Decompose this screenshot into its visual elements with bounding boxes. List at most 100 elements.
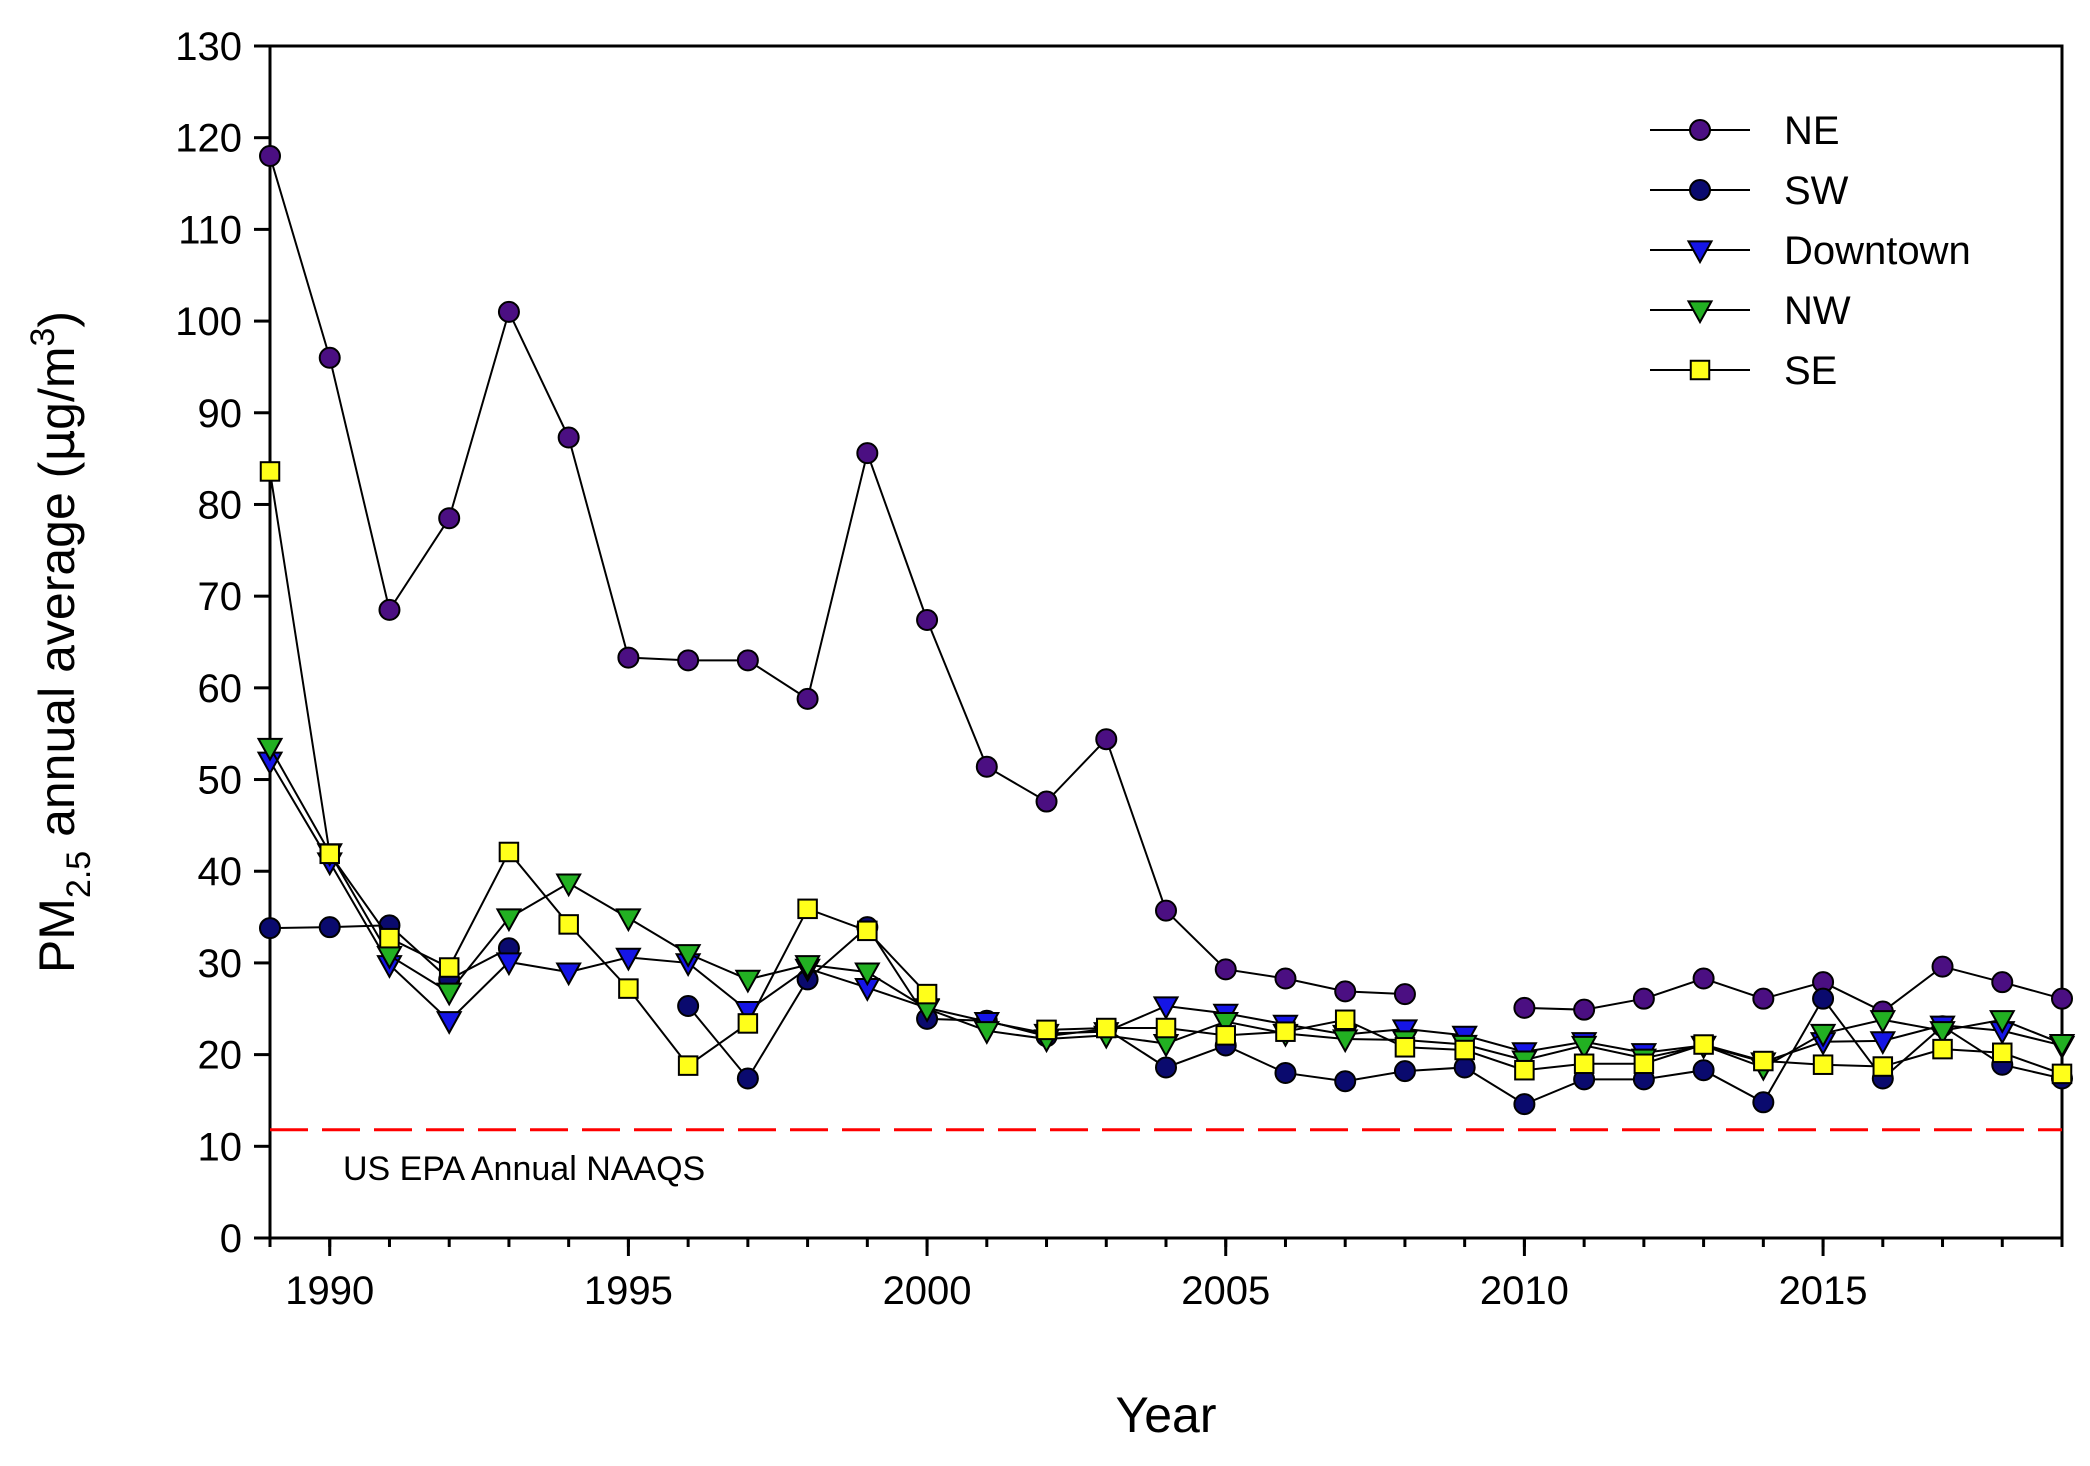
- data-point-ne: [796, 687, 819, 710]
- data-point-se: [1992, 1042, 2013, 1064]
- x-axis: 1990 1995 2000 2005 2010 2015: [268, 1238, 2064, 1313]
- data-point-ne: [677, 649, 700, 672]
- series-line-ne: [1524, 965, 2063, 1013]
- data-point-se: [1872, 1056, 1894, 1077]
- data-point-sw: [736, 1067, 759, 1090]
- data-point-se: [1454, 1039, 1475, 1061]
- data-point-se: [1275, 1021, 1296, 1042]
- data-point-ne: [1393, 983, 1416, 1006]
- data-point-se: [1155, 1017, 1177, 1039]
- data-point-ne: [1035, 790, 1058, 813]
- data-point-ne: [259, 145, 281, 168]
- y-title-text: annual average (: [29, 461, 85, 851]
- data-point-downtown: [555, 962, 582, 987]
- data-point-se: [618, 978, 639, 999]
- series-line-ne: [269, 155, 1405, 996]
- data-point-se: [1096, 1017, 1117, 1039]
- data-point-ne: [1752, 987, 1775, 1010]
- naaqs-label: US EPA Annual NAAQS: [343, 1150, 705, 1188]
- legend: NE SW Downtown NW SE: [1650, 109, 1971, 393]
- data-point-ne: [1931, 955, 1954, 978]
- data-point-nw: [973, 1021, 1000, 1045]
- data-point-ne: [2051, 987, 2073, 1010]
- series-line-sw: [687, 925, 2063, 1106]
- data-point-downtown: [495, 952, 523, 977]
- data-point-ne: [1692, 967, 1715, 990]
- data-point-downtown: [1152, 996, 1180, 1021]
- x-tick-label: 1990: [285, 1269, 374, 1313]
- data-point-se: [1633, 1053, 1655, 1075]
- y-tick-label: 10: [198, 1125, 243, 1169]
- series-ne: [259, 145, 2073, 1023]
- data-point-se: [498, 841, 520, 863]
- y-axis: 0 10 20 30 40 50 60 70 80 90 100 110 120 130: [175, 25, 270, 1261]
- data-point-se: [1753, 1050, 1774, 1072]
- data-point-se: [857, 920, 878, 942]
- data-point-se: [1514, 1059, 1535, 1081]
- data-point-ne: [497, 300, 520, 323]
- data-point-downtown: [436, 1011, 463, 1035]
- series-line-se: [269, 471, 928, 1067]
- data-point-ne: [1214, 958, 1237, 981]
- data-point-downtown: [1869, 1031, 1896, 1055]
- data-point-se: [1932, 1038, 1953, 1060]
- y-tick-label: 80: [198, 483, 243, 527]
- data-point-se: [1215, 1025, 1236, 1046]
- data-point-ne: [1334, 980, 1357, 1003]
- data-point-se: [1036, 1019, 1057, 1041]
- data-point-se: [259, 461, 281, 482]
- data-point-nw: [674, 944, 702, 968]
- y-title-pm: PM: [29, 898, 85, 973]
- legend-label: SE: [1784, 349, 1837, 393]
- data-point-se: [319, 843, 340, 865]
- data-point-nw: [436, 982, 463, 1007]
- data-point-sw: [1513, 1093, 1536, 1116]
- data-point-nw: [1989, 1010, 2016, 1034]
- data-point-ne: [438, 507, 461, 530]
- legend-item-downtown: Downtown: [1650, 229, 1971, 273]
- y-tick-label: 50: [198, 759, 243, 803]
- data-point-se: [797, 898, 818, 920]
- data-point-nw: [1570, 1035, 1598, 1060]
- data-point-se: [379, 927, 400, 949]
- data-point-sw: [318, 916, 341, 939]
- series-layer: [256, 145, 2076, 1116]
- data-point-se: [438, 957, 460, 978]
- data-point-nw: [2048, 1033, 2076, 1058]
- y-title-mu: μ: [28, 430, 86, 462]
- legend-marker-se: [1689, 359, 1711, 381]
- data-point-se: [677, 1055, 699, 1076]
- y-tick-label: 60: [198, 667, 243, 711]
- data-point-nw: [794, 955, 821, 979]
- legend-marker-sw: [1689, 179, 1711, 201]
- data-point-nw: [854, 962, 881, 987]
- data-point-ne: [318, 346, 341, 369]
- data-point-se: [1693, 1034, 1714, 1055]
- data-point-nw: [256, 737, 284, 762]
- data-point-ne: [1513, 996, 1536, 1019]
- legend-item-nw: NW: [1650, 289, 1851, 333]
- legend-item-ne: NE: [1650, 109, 1840, 153]
- y-tick-label: 20: [198, 1034, 243, 1078]
- data-point-se: [1812, 1054, 1834, 1075]
- data-point-sw: [1752, 1091, 1775, 1114]
- y-title-subscript: 2.5: [60, 851, 98, 898]
- data-point-se: [2051, 1063, 2073, 1085]
- y-tick-label: 30: [198, 942, 243, 986]
- data-point-downtown: [615, 947, 642, 972]
- x-tick-label: 1995: [584, 1269, 673, 1313]
- legend-marker-ne: [1689, 119, 1711, 141]
- data-point-se: [1573, 1053, 1595, 1075]
- data-point-sw: [1692, 1059, 1715, 1082]
- data-point-nw: [1869, 1010, 1896, 1034]
- data-point-sw: [1393, 1060, 1416, 1083]
- data-point-se: [1394, 1037, 1416, 1058]
- x-tick-label: 2010: [1480, 1269, 1569, 1313]
- data-point-ne: [378, 598, 401, 621]
- data-point-ne: [1991, 971, 2014, 994]
- y-title-close: ): [29, 311, 85, 328]
- y-tick-label: 0: [220, 1217, 242, 1261]
- data-point-nw: [1332, 1029, 1359, 1054]
- legend-label: NW: [1784, 289, 1851, 333]
- y-axis-title: PM2.5 annual average (μg/m3): [24, 311, 98, 973]
